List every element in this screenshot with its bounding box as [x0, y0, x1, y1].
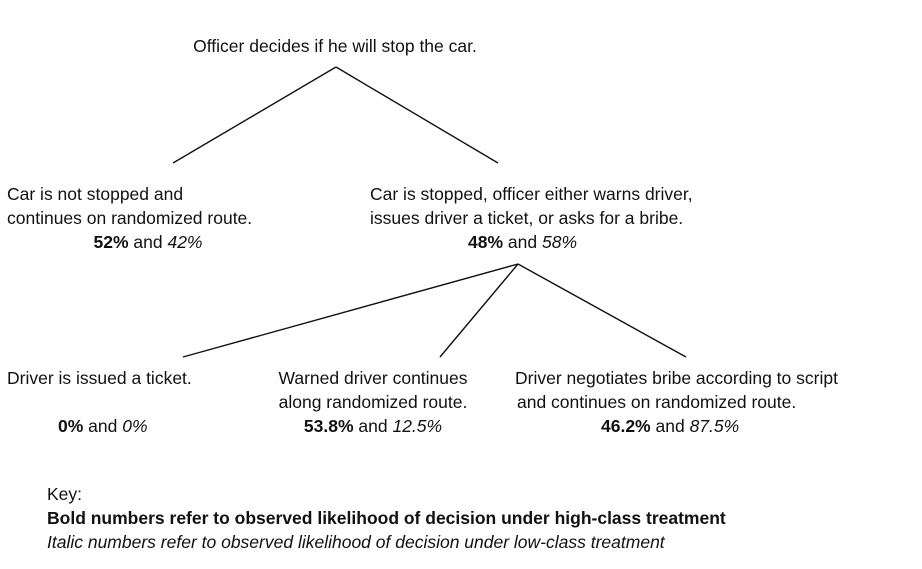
node-warned-line-2: along randomized route.: [278, 392, 468, 412]
edge-root-to-stopped: [335, 66, 499, 164]
node-not-stopped-low: 42%: [167, 232, 203, 252]
node-not-stopped-line-2: continues on randomized route.: [7, 208, 253, 228]
node-bribe-high: 46.2%: [601, 416, 651, 436]
node-stopped: Car is stopped, officer either warns dri…: [370, 182, 762, 254]
node-warned: Warned driver continues along randomized…: [260, 366, 486, 438]
node-not-stopped-line-1: Car is not stopped and: [7, 184, 184, 204]
node-bribe-line-1: Driver negotiates bribe according to scr…: [515, 368, 838, 388]
edge-root-to-not-stopped: [172, 66, 337, 164]
key-italic-explanation: Italic numbers refer to observed likelih…: [47, 532, 665, 552]
node-ticket-joiner: and: [88, 416, 118, 436]
node-ticket: Driver is issued a ticket. 0% and 0%: [7, 366, 225, 438]
edge-stopped-to-bribe: [517, 263, 687, 358]
node-stopped-high: 48%: [468, 232, 504, 252]
node-stopped-line-2: issues driver a ticket, or asks for a br…: [370, 208, 684, 228]
node-warned-joiner: and: [358, 416, 388, 436]
node-stopped-stats: 48% and 58%: [370, 230, 762, 254]
key-bold-explanation: Bold numbers refer to observed likelihoo…: [47, 508, 726, 528]
node-not-stopped-joiner: and: [133, 232, 163, 252]
node-ticket-high: 0%: [58, 416, 84, 436]
legend-key: Key: Bold numbers refer to observed like…: [47, 482, 726, 554]
node-ticket-stats: 0% and 0%: [7, 414, 225, 438]
node-warned-low: 12.5%: [392, 416, 443, 436]
node-not-stopped: Car is not stopped and continues on rand…: [7, 182, 289, 254]
node-not-stopped-stats: 52% and 42%: [7, 230, 289, 254]
node-warned-stats: 53.8% and 12.5%: [260, 414, 486, 438]
node-stopped-line-1: Car is stopped, officer either warns dri…: [370, 184, 693, 204]
node-warned-line-1: Warned driver continues: [278, 368, 468, 388]
node-bribe-low: 87.5%: [689, 416, 740, 436]
node-ticket-line-1: Driver is issued a ticket.: [7, 368, 192, 388]
edge-stopped-to-warned: [439, 263, 519, 358]
node-root: Officer decides if he will stop the car.: [150, 34, 520, 58]
node-bribe-stats: 46.2% and 87.5%: [515, 414, 915, 438]
node-root-text: Officer decides if he will stop the car.: [193, 36, 477, 56]
edge-stopped-to-ticket: [182, 263, 519, 358]
node-bribe-joiner: and: [655, 416, 685, 436]
node-stopped-low: 58%: [541, 232, 578, 252]
key-title: Key:: [47, 484, 83, 504]
node-stopped-joiner: and: [507, 232, 538, 252]
node-not-stopped-high: 52%: [93, 232, 129, 252]
node-bribe-line-2: and continues on randomized route.: [517, 392, 797, 412]
node-ticket-low: 0%: [122, 416, 148, 436]
node-warned-high: 53.8%: [303, 416, 354, 436]
node-bribe: Driver negotiates bribe according to scr…: [515, 366, 915, 438]
